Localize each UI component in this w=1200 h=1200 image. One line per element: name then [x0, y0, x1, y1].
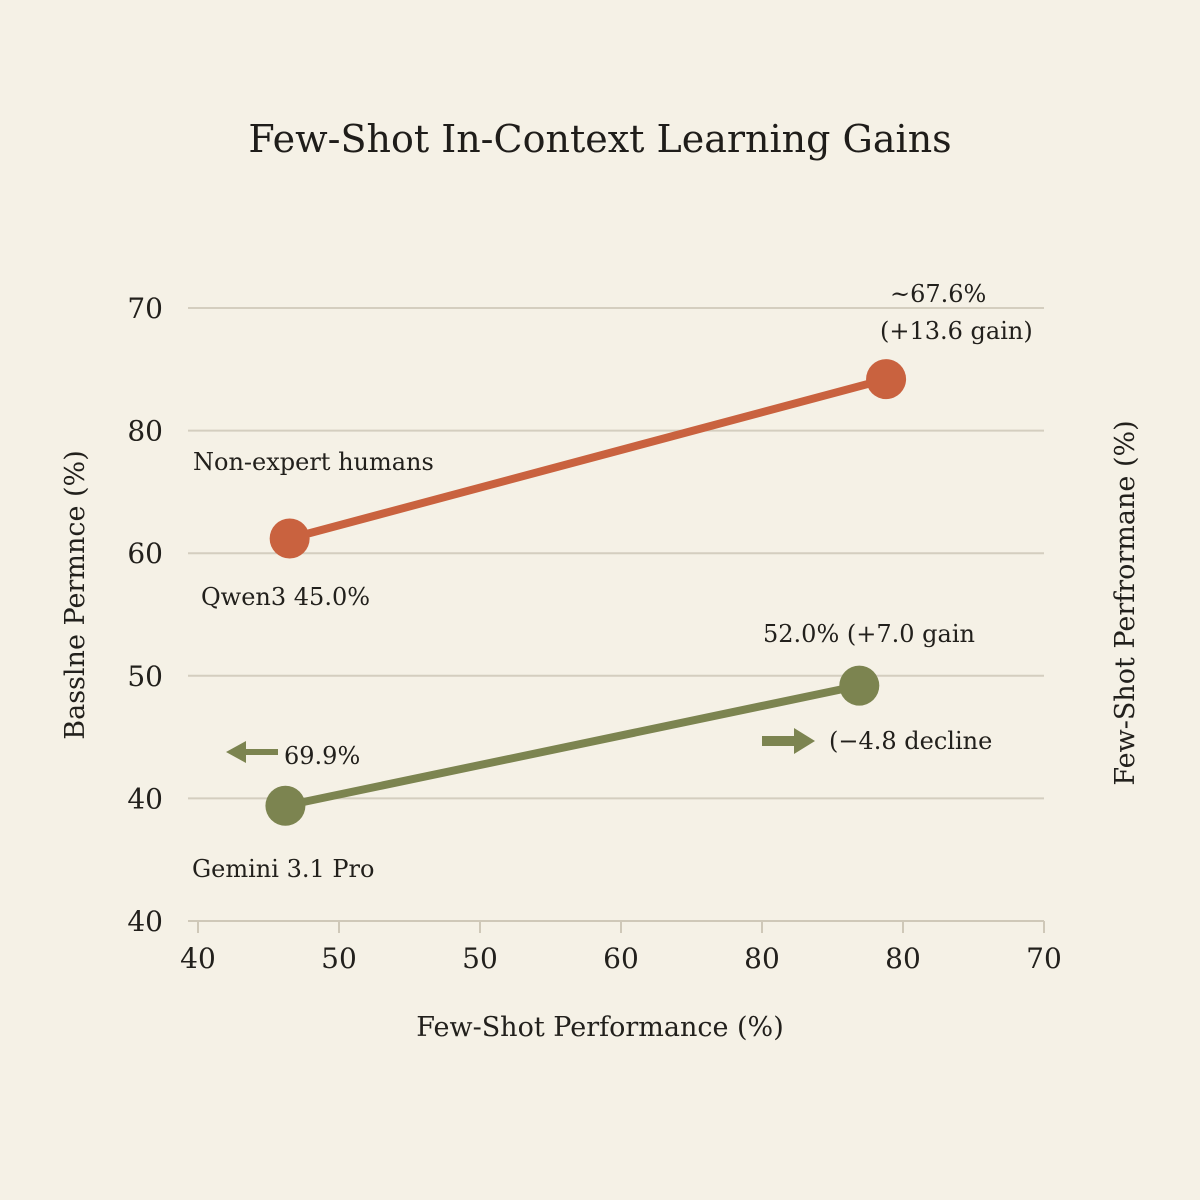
arrow-left-icon	[226, 741, 278, 763]
data-point	[269, 518, 310, 559]
annotations: ~67.6% (+13.6 gain) Non-expert humans Qwen3…	[192, 280, 1033, 883]
annotation-label: (+13.6 gain)	[880, 317, 1033, 345]
y-axis-title-right: Few-Shot Perfrormane (%)	[1110, 420, 1141, 785]
y-tick-label: 70	[127, 292, 163, 325]
y-tick-label: 60	[127, 537, 163, 570]
gridlines	[188, 307, 1044, 800]
data-point	[839, 665, 880, 706]
annotation-label: (−4.8 decline	[829, 727, 992, 755]
annotation-label: Qwen3 45.0%	[201, 583, 370, 611]
arrow-right-icon	[762, 728, 815, 754]
annotation-label: ~67.6%	[890, 280, 986, 308]
data-point	[265, 785, 306, 826]
x-tick-label: 70	[1026, 942, 1062, 975]
x-tick-label: 50	[321, 942, 357, 975]
x-tick-labels: 40 50 50 60 80 80 70	[180, 921, 1062, 975]
chart-title: Few-Shot In-Context Learning Gains	[248, 117, 951, 161]
y-tick-label: 40	[127, 905, 163, 938]
series-line-1	[285, 375, 891, 543]
x-tick-label: 60	[603, 942, 639, 975]
y-tick-label: 50	[127, 660, 163, 693]
x-tick-label: 80	[744, 942, 780, 975]
series-line-2	[281, 681, 864, 810]
annotation-label: Non-expert humans	[193, 448, 434, 476]
x-tick-label: 40	[180, 942, 216, 975]
x-tick-label: 50	[462, 942, 498, 975]
x-axis-title: Few-Shot Performance (%)	[416, 1012, 784, 1043]
y-tick-labels: 70 80 60 50 40 40	[127, 292, 163, 938]
y-tick-label: 40	[127, 782, 163, 815]
annotation-label: 52.0% (+7.0 gain	[763, 620, 975, 648]
series	[265, 359, 907, 826]
y-axis-title: Basslne Permnce (%)	[60, 450, 91, 739]
annotation-label: Gemini 3.1 Pro	[192, 855, 374, 883]
x-tick-label: 80	[885, 942, 921, 975]
annotation-label: 69.9%	[284, 742, 360, 770]
y-tick-label: 80	[127, 415, 163, 448]
data-point	[866, 359, 907, 400]
